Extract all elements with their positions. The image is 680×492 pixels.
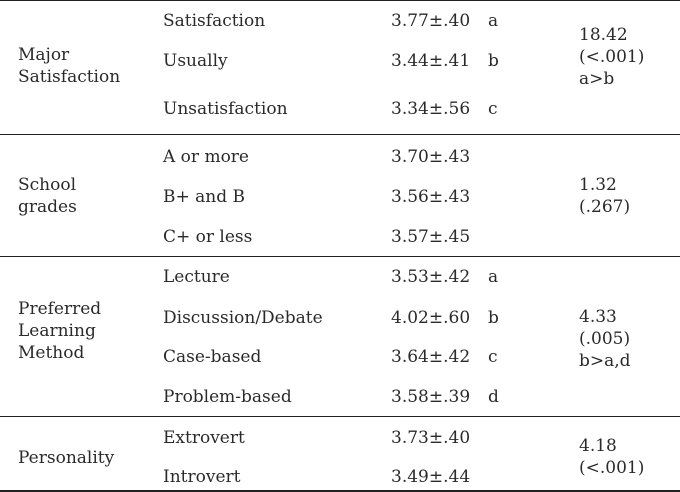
letter-cell: a xyxy=(488,11,499,31)
test-statistic: 4.33 (.005) b>a,d xyxy=(579,307,631,371)
category-cell: Usually xyxy=(163,51,228,71)
test-statistic: 4.18 (<.001) xyxy=(579,436,645,478)
category-cell: C+ or less xyxy=(163,227,253,247)
letter-cell: b xyxy=(488,51,499,71)
group-label: Preferred Learning Method xyxy=(18,299,102,363)
category-cell: A or more xyxy=(163,147,249,167)
value-cell: 3.56±.43 xyxy=(391,187,471,207)
value-cell: 3.64±.42 xyxy=(391,347,471,367)
letter-cell: b xyxy=(488,308,499,328)
value-cell: 3.58±.39 xyxy=(391,387,471,407)
group-divider xyxy=(0,256,680,257)
group-label: Personality xyxy=(18,448,115,468)
table-top-rule xyxy=(0,0,680,1)
table-bottom-rule xyxy=(0,490,680,492)
value-cell: 3.70±.43 xyxy=(391,147,471,167)
group-divider xyxy=(0,416,680,417)
value-cell: 3.34±.56 xyxy=(391,99,471,119)
group-label: School grades xyxy=(18,175,77,217)
test-statistic: 18.42 (<.001) a>b xyxy=(579,25,645,89)
category-cell: Extrovert xyxy=(163,428,245,448)
letter-cell: d xyxy=(488,387,499,407)
value-cell: 3.77±.40 xyxy=(391,11,471,31)
category-cell: Case-based xyxy=(163,347,262,367)
category-cell: Discussion/Debate xyxy=(163,308,323,328)
value-cell: 3.49±.44 xyxy=(391,467,471,487)
value-cell: 3.44±.41 xyxy=(391,51,471,71)
group-divider xyxy=(0,134,680,135)
category-cell: Satisfaction xyxy=(163,11,266,31)
category-cell: Introvert xyxy=(163,467,241,487)
test-statistic: 1.32 (.267) xyxy=(579,175,631,217)
letter-cell: c xyxy=(488,347,498,367)
value-cell: 3.53±.42 xyxy=(391,267,471,287)
letter-cell: a xyxy=(488,267,499,287)
category-cell: Problem-based xyxy=(163,387,292,407)
letter-cell: c xyxy=(488,99,498,119)
value-cell: 3.57±.45 xyxy=(391,227,471,247)
category-cell: Lecture xyxy=(163,267,230,287)
category-cell: Unsatisfaction xyxy=(163,99,288,119)
category-cell: B+ and B xyxy=(163,187,246,207)
group-label: Major Satisfaction xyxy=(18,45,121,87)
value-cell: 4.02±.60 xyxy=(391,308,471,328)
value-cell: 3.73±.40 xyxy=(391,428,471,448)
